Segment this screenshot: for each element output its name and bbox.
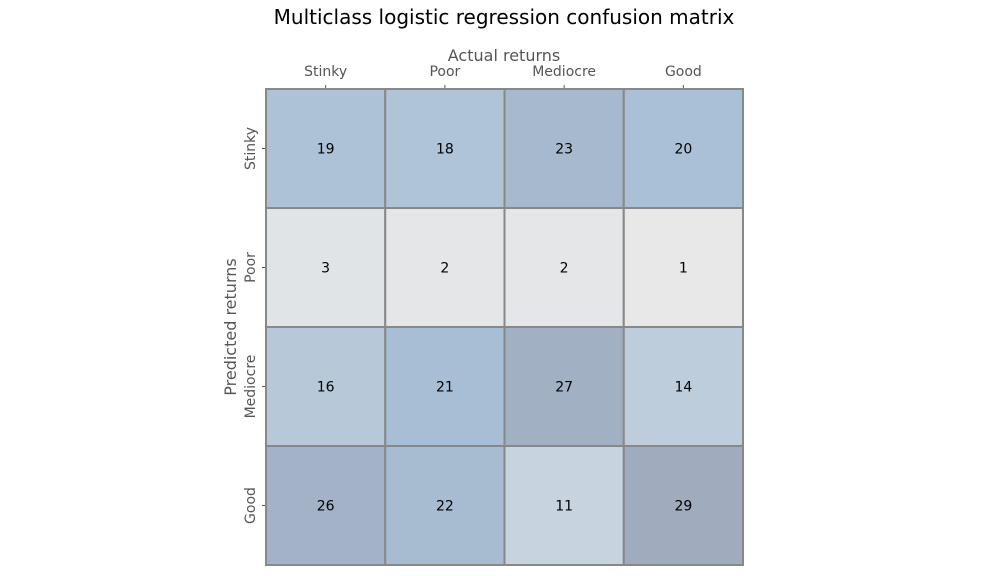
cell-value-label: 22 [436,499,454,515]
cell-value-label: 23 [555,142,573,158]
heatmap-cell-poor-poor [384,207,506,328]
cell-value-label: 26 [317,499,335,515]
x-tick-label-mediocre: Mediocre [532,64,596,80]
y-tick-label-stinky: Stinky [243,127,259,170]
x-axis-ticks: Stinky Poor Mediocre Good [304,64,702,88]
y-tick-label-mediocre: Mediocre [243,355,259,419]
cell-value-label: 27 [555,380,573,396]
heatmap-cell-stinky-poor [384,88,506,209]
cell-value-label: 16 [317,380,335,396]
heatmap-cell-mediocre-poor [384,326,506,447]
cell-value-label: 11 [555,499,573,515]
chart-title: Multiclass logistic regression confusion… [274,5,735,29]
x-tick-label-poor: Poor [429,64,460,80]
heatmap-cell-good-good [622,445,744,566]
y-tick-label-poor: Poor [243,252,259,283]
y-axis-label: Predicted returns [221,258,240,395]
heatmap-cell-stinky-good [622,88,744,209]
cell-value-label: 19 [317,142,335,158]
cell-value-label: 29 [674,499,692,515]
cell-value-label: 18 [436,142,454,158]
cell-value-label: 14 [674,380,692,396]
heatmap-cell-poor-good [622,207,744,328]
heatmap-cell-stinky-stinky [265,88,387,209]
heatmap-cell-good-poor [384,445,506,566]
cell-value-label: 21 [436,380,454,396]
y-tick-label-good: Good [243,487,259,524]
cell-value-label: 1 [679,261,688,277]
x-tick-label-good: Good [665,64,702,80]
x-tick-label-stinky: Stinky [304,64,347,80]
heatmap-cell-good-stinky [265,445,387,566]
cell-value-label: 3 [321,261,330,277]
heatmap-cells [265,88,744,566]
cell-value-label: 2 [440,261,449,277]
y-axis-ticks: Stinky Poor Mediocre Good [243,127,265,524]
cell-value-label: 20 [674,142,692,158]
cell-value-label: 2 [560,261,569,277]
heatmap-cell-stinky-mediocre [503,88,625,209]
x-axis-label: Actual returns [448,46,560,65]
heatmap-cell-mediocre-good [622,326,744,447]
